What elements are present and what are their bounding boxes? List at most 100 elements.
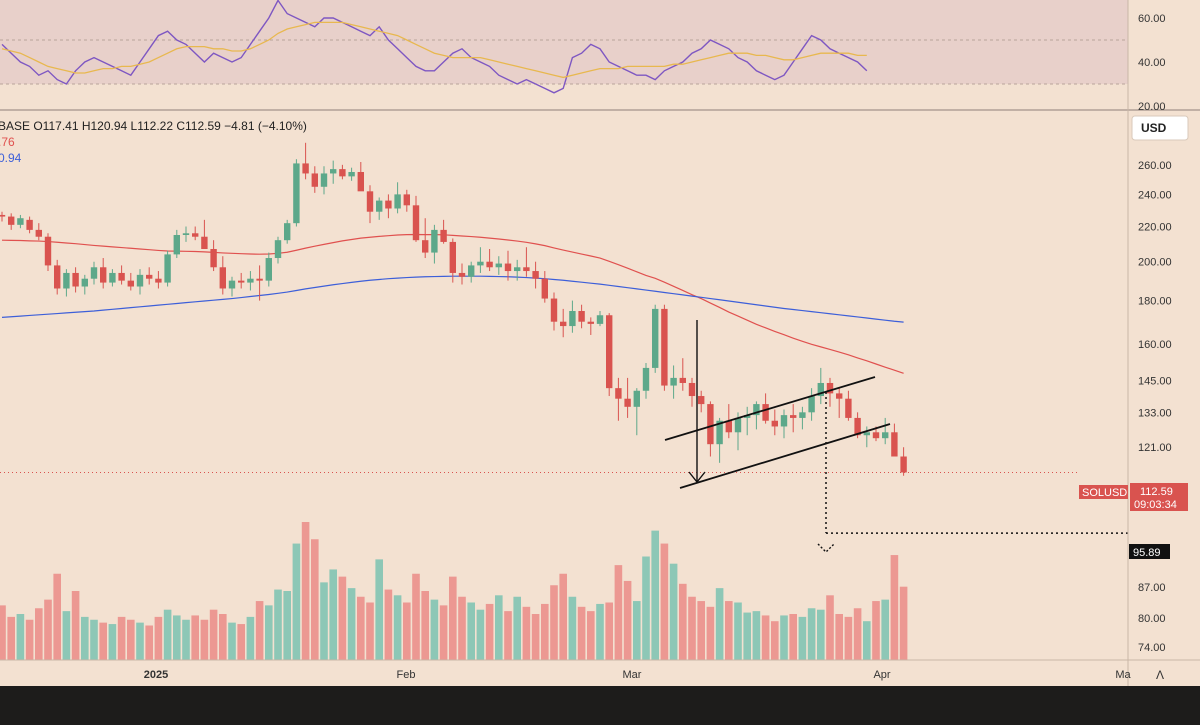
candle-body [633,390,640,407]
volume-bar [449,576,457,660]
volume-bar [366,602,374,660]
volume-bar [513,596,521,660]
scroll-up-icon: Λ [1156,668,1164,682]
candle-body [72,272,79,287]
volume-bar [890,555,899,660]
ma2-legend-value: 0.94 [0,151,22,165]
volume-bar [154,616,163,660]
time-tick-label: Mar [623,669,642,681]
volume-bar [614,565,623,660]
rsi-ma-line [1,21,867,79]
volume-bar [127,619,135,660]
volume-bar [568,596,577,660]
candle-body [100,267,107,283]
candle-body [541,278,548,299]
volume-bar [90,619,98,660]
candle-body [716,420,723,445]
ma-red-line [1,233,904,374]
volume-bar [467,602,475,660]
price-tick-label: 121.00 [1138,442,1172,454]
candle-body [468,265,475,277]
volume-bar [485,603,494,660]
volume-bar [734,602,742,660]
volume-bar [108,624,117,660]
ohlc-legend: BASE O117.41 H120.94 L112.22 C112.59 −4.… [0,119,307,133]
volume-bar [99,622,107,660]
bottom-bar [0,686,1200,720]
candle-body [624,398,631,407]
time-tick-label: Ma [1115,669,1131,681]
volume-bar [605,602,613,660]
countdown-label: 09:03:34 [1134,499,1177,511]
volume-bar [228,622,236,660]
candle-body [293,163,300,224]
candle-body [817,382,824,397]
volume-bar [679,583,687,660]
candle-body [274,240,282,259]
volume-bar [559,573,567,660]
volume-bar [789,614,797,660]
candle-body [219,267,226,289]
price-tick-label: 180.00 [1138,296,1172,308]
volume-bar [430,599,439,660]
candle-body [560,321,567,327]
candle-body [642,367,650,391]
volume-tick-label: 74.00 [1138,642,1166,654]
volume-bar [283,591,291,660]
volume-bar [44,599,52,660]
candle-body [863,432,870,436]
volume-bar [357,596,365,660]
volume-bar [384,589,393,660]
volume-bar [531,614,540,660]
chart-background [0,0,1200,686]
volume-bar [504,611,512,660]
volume-bar [826,595,834,660]
volume-bar [421,591,429,660]
last-price-tag: SOLUSD 112.59 09:03:34 [1079,483,1188,511]
candle-body [596,315,604,324]
volume-bar [706,606,715,660]
volume-bar [393,595,402,660]
volume-bar [623,580,632,660]
candle-body [900,456,907,473]
candle-body [339,169,346,177]
scroll-up-button[interactable]: Λ [1148,664,1174,684]
candle-body [670,377,677,386]
volume-bar [7,616,15,660]
volume-bar [200,619,209,660]
price-axis: 60.00 40.00 20.00 260.00 240.00 220.00 200.00 1… [0,0,1200,686]
candle-body [762,404,769,421]
volume-bar [219,614,227,660]
candle-body [8,216,15,225]
target-price-tag: 95.89 [1129,544,1170,559]
candle-body [458,272,466,277]
target-price-label: 95.89 [1133,547,1161,559]
candle-body [182,233,190,235]
volume-bar [347,588,356,660]
candle-body [155,278,162,283]
candle-body [826,382,834,394]
volume-bar [403,602,411,660]
candle-body [707,404,714,445]
volume-bar [771,621,779,660]
candle-body [302,163,309,174]
candle-body [247,278,254,283]
volume-bar [660,543,669,660]
candle-body [780,415,788,427]
volume-bar [338,576,347,660]
candle-body [385,200,392,209]
candle-body [109,272,116,283]
currency-button[interactable]: USD [1131,115,1189,141]
candle-body [836,393,843,399]
candle-body [54,265,61,289]
volume-bar [136,622,144,660]
volume-bar [596,603,604,660]
volume-bar [541,603,549,660]
candles-panel [0,142,907,476]
volume-tick-label: 87.00 [1138,582,1166,594]
volume-bar [246,616,255,660]
candle-body [587,321,594,324]
volume-bar [329,569,337,660]
volume-bar [412,573,420,660]
rsi-tick-label: 60.00 [1138,13,1166,25]
